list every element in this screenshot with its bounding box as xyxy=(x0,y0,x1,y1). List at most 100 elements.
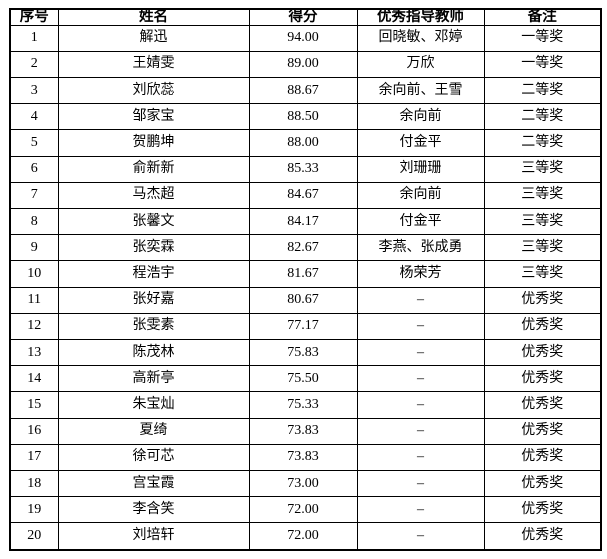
cell-remark: 一等奖 xyxy=(483,24,602,52)
header-teacher: 优秀指导教师 xyxy=(356,8,485,26)
cell-remark: 优秀奖 xyxy=(483,496,602,524)
cell-teacher: – xyxy=(356,391,485,419)
cell-score: 82.67 xyxy=(248,234,358,262)
cell-score: 72.00 xyxy=(248,496,358,524)
cell-score: 72.00 xyxy=(248,522,358,551)
cell-index: 15 xyxy=(9,391,59,419)
cell-teacher: 李燕、张成勇 xyxy=(356,234,485,262)
cell-name: 张好嘉 xyxy=(57,286,250,314)
cell-remark: 三等奖 xyxy=(483,234,602,262)
cell-remark: 一等奖 xyxy=(483,50,602,78)
cell-name: 刘欣蕊 xyxy=(57,76,250,105)
cell-name: 张雯素 xyxy=(57,312,250,340)
header-row: 序号 姓名 得分 优秀指导教师 备注 xyxy=(9,8,602,26)
cell-index: 12 xyxy=(9,312,59,340)
table-row: 4 邹家宝 88.50 余向前 二等奖 xyxy=(9,103,602,131)
cell-index: 16 xyxy=(9,417,59,445)
cell-teacher: – xyxy=(356,312,485,340)
cell-remark: 优秀奖 xyxy=(483,443,602,471)
cell-index: 13 xyxy=(9,338,59,367)
table-body: 1 解迅 94.00 回晓敏、邓婷 一等奖 2 王婧雯 89.00 万欣 一等奖 3 刘欣蕊 88.67… xyxy=(9,24,602,551)
cell-index: 9 xyxy=(9,234,59,262)
header-index: 序号 xyxy=(9,8,59,26)
cell-teacher: – xyxy=(356,417,485,445)
cell-index: 11 xyxy=(9,286,59,314)
cell-teacher: 余向前 xyxy=(356,181,485,209)
cell-score: 73.00 xyxy=(248,469,358,498)
cell-score: 80.67 xyxy=(248,286,358,314)
cell-remark: 三等奖 xyxy=(483,207,602,236)
cell-remark: 优秀奖 xyxy=(483,469,602,498)
table-row: 9 张奕霖 82.67 李燕、张成勇 三等奖 xyxy=(9,234,602,262)
table-row: 7 马杰超 84.67 余向前 三等奖 xyxy=(9,181,602,209)
table-row: 10 程浩宇 81.67 杨荣芳 三等奖 xyxy=(9,260,602,288)
table-row: 15 朱宝灿 75.33– 优秀奖 xyxy=(9,391,602,419)
cell-index: 18 xyxy=(9,469,59,498)
cell-teacher: – xyxy=(356,286,485,314)
cell-remark: 三等奖 xyxy=(483,155,602,183)
table-row: 20 刘培轩 72.00– 优秀奖 xyxy=(9,522,602,551)
score-table: 序号 姓名 得分 优秀指导教师 备注 1 解迅 94.00 回晓敏、邓婷 一等奖 2 王婧雯… xyxy=(9,8,602,551)
table-row: 14 高新亭 75.50– 优秀奖 xyxy=(9,365,602,393)
cell-index: 14 xyxy=(9,365,59,393)
table-row: 3 刘欣蕊 88.67 余向前、王雪 二等奖 xyxy=(9,76,602,105)
cell-teacher: 余向前 xyxy=(356,103,485,131)
table-row: 5 贺鹏坤 88.00 付金平 二等奖 xyxy=(9,129,602,157)
cell-name: 夏绮 xyxy=(57,417,250,445)
table-row: 16 夏绮 73.83– 优秀奖 xyxy=(9,417,602,445)
table-row: 11 张好嘉 80.67– 优秀奖 xyxy=(9,286,602,314)
cell-name: 张奕霖 xyxy=(57,234,250,262)
cell-remark: 二等奖 xyxy=(483,76,602,105)
cell-teacher: – xyxy=(356,522,485,551)
cell-index: 20 xyxy=(9,522,59,551)
cell-remark: 二等奖 xyxy=(483,103,602,131)
cell-name: 俞新新 xyxy=(57,155,250,183)
cell-name: 马杰超 xyxy=(57,181,250,209)
table-row: 2 王婧雯 89.00 万欣 一等奖 xyxy=(9,50,602,78)
cell-index: 1 xyxy=(9,24,59,52)
cell-teacher: – xyxy=(356,469,485,498)
cell-teacher: 杨荣芳 xyxy=(356,260,485,288)
cell-score: 75.50 xyxy=(248,365,358,393)
cell-name: 徐可芯 xyxy=(57,443,250,471)
table-row: 19 李含笑 72.00– 优秀奖 xyxy=(9,496,602,524)
cell-name: 解迅 xyxy=(57,24,250,52)
cell-score: 88.50 xyxy=(248,103,358,131)
cell-score: 88.00 xyxy=(248,129,358,157)
cell-index: 4 xyxy=(9,103,59,131)
cell-remark: 优秀奖 xyxy=(483,338,602,367)
cell-index: 19 xyxy=(9,496,59,524)
cell-name: 陈茂林 xyxy=(57,338,250,367)
table-row: 17 徐可芯 73.83– 优秀奖 xyxy=(9,443,602,471)
cell-teacher: 刘珊珊 xyxy=(356,155,485,183)
cell-index: 17 xyxy=(9,443,59,471)
cell-teacher: – xyxy=(356,365,485,393)
cell-name: 贺鹏坤 xyxy=(57,129,250,157)
cell-score: 73.83 xyxy=(248,417,358,445)
table-row: 6 俞新新 85.33 刘珊珊 三等奖 xyxy=(9,155,602,183)
cell-teacher: 余向前、王雪 xyxy=(356,76,485,105)
cell-teacher: 回晓敏、邓婷 xyxy=(356,24,485,52)
cell-score: 75.83 xyxy=(248,338,358,367)
header-remark: 备注 xyxy=(483,8,602,26)
cell-remark: 三等奖 xyxy=(483,181,602,209)
cell-teacher: 付金平 xyxy=(356,129,485,157)
cell-remark: 优秀奖 xyxy=(483,391,602,419)
cell-name: 朱宝灿 xyxy=(57,391,250,419)
cell-name: 刘培轩 xyxy=(57,522,250,551)
cell-remark: 优秀奖 xyxy=(483,312,602,340)
cell-teacher: – xyxy=(356,338,485,367)
cell-remark: 三等奖 xyxy=(483,260,602,288)
cell-name: 程浩宇 xyxy=(57,260,250,288)
cell-name: 高新亭 xyxy=(57,365,250,393)
cell-score: 73.83 xyxy=(248,443,358,471)
cell-teacher: – xyxy=(356,496,485,524)
table-row: 1 解迅 94.00 回晓敏、邓婷 一等奖 xyxy=(9,24,602,52)
cell-name: 邹家宝 xyxy=(57,103,250,131)
cell-score: 88.67 xyxy=(248,76,358,105)
cell-index: 10 xyxy=(9,260,59,288)
cell-teacher: 付金平 xyxy=(356,207,485,236)
cell-index: 3 xyxy=(9,76,59,105)
cell-score: 94.00 xyxy=(248,24,358,52)
header-name: 姓名 xyxy=(57,8,250,26)
